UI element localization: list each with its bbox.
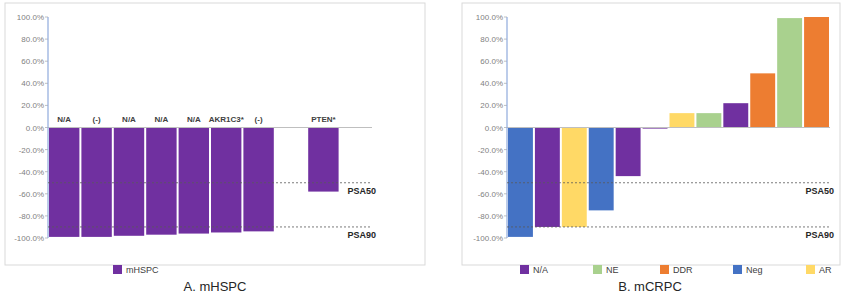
- category-label: N/A: [155, 115, 169, 124]
- y-tick-label: 20.0%: [21, 101, 44, 110]
- y-tick-label: 40.0%: [480, 79, 503, 88]
- bar: [777, 18, 802, 127]
- legend-label: Neg: [746, 265, 763, 275]
- y-tick-label: -20.0%: [478, 146, 503, 155]
- y-axis: [47, 17, 48, 238]
- bar: [723, 103, 748, 127]
- category-label: (-): [93, 115, 101, 124]
- reference-line: [507, 226, 830, 227]
- bar: [308, 128, 338, 192]
- legend-label: AR: [819, 265, 832, 275]
- category-label: N/A: [122, 115, 136, 124]
- reference-label: PSA90: [347, 230, 376, 240]
- bar: [535, 128, 560, 227]
- y-tick-label: -60.0%: [478, 190, 503, 199]
- panel-title: B. mCRPC: [618, 279, 682, 294]
- figure: -100.0% -80.0% -60.0% -40.0% -20.0% 0.0% 20.0%…: [0, 0, 846, 299]
- y-tick-label: -100.0%: [14, 234, 44, 243]
- bar: [616, 128, 641, 177]
- panel: -100.0% -80.0% -60.0% -40.0% -20.0% 0.0% 20.0%…: [5, 3, 425, 294]
- bar: [670, 113, 695, 127]
- category-label: N/A: [57, 115, 71, 124]
- reference-label: PSA90: [805, 230, 834, 240]
- y-tick-label: 20.0%: [480, 101, 503, 110]
- y-tick-label: 60.0%: [21, 57, 44, 66]
- legend-swatch: [113, 265, 122, 274]
- y-tick-label: 80.0%: [21, 35, 44, 44]
- reference-line: [48, 182, 372, 183]
- bar: [508, 128, 533, 237]
- bar: [696, 113, 721, 127]
- bar: [562, 128, 587, 227]
- legend-swatch: [660, 265, 669, 274]
- reference-label: PSA50: [347, 186, 376, 196]
- y-tick-label: -80.0%: [19, 212, 44, 221]
- y-tick-label: -60.0%: [19, 190, 44, 199]
- legend-swatch: [733, 265, 742, 274]
- y-tick-label: 80.0%: [480, 35, 503, 44]
- legend-label: mHSPC: [126, 265, 159, 275]
- category-label: PTEN*: [311, 115, 336, 124]
- category-label: N/A: [187, 115, 201, 124]
- bar: [589, 128, 614, 211]
- bars: [508, 17, 829, 237]
- panel-frame: [5, 3, 425, 265]
- y-tick-label: 0.0%: [26, 124, 44, 133]
- y-tick-label: -20.0%: [19, 146, 44, 155]
- bar: [804, 17, 829, 128]
- zero-line: [48, 127, 372, 128]
- panel-frame: [462, 3, 840, 265]
- legend-label: NE: [606, 265, 619, 275]
- bar: [179, 128, 209, 234]
- bar: [114, 128, 144, 236]
- legend-label: N/A: [533, 265, 548, 275]
- reference-line: [507, 182, 830, 183]
- y-tick-label: 100.0%: [476, 13, 503, 22]
- panel: -100.0% -80.0% -60.0% -40.0% -20.0% 0.0% 20.0%…: [462, 3, 840, 294]
- bar: [81, 128, 111, 237]
- y-tick-label: -80.0%: [478, 212, 503, 221]
- y-axis: [506, 17, 507, 238]
- bar: [49, 128, 79, 237]
- y-tick-label: 100.0%: [17, 13, 44, 22]
- legend-swatch: [520, 265, 529, 274]
- zero-line: [507, 127, 830, 128]
- y-tick-label: 40.0%: [21, 79, 44, 88]
- y-tick-label: 0.0%: [485, 124, 503, 133]
- legend-swatch: [593, 265, 602, 274]
- reference-label: PSA50: [805, 186, 834, 196]
- bars: [49, 128, 339, 237]
- bar: [243, 128, 273, 232]
- bar: [211, 128, 241, 233]
- legend-label: DDR: [673, 265, 693, 275]
- bar: [750, 73, 775, 127]
- y-tick-label: -100.0%: [473, 234, 503, 243]
- bar: [146, 128, 176, 235]
- category-label: (-): [255, 115, 263, 124]
- y-tick-label: 60.0%: [480, 57, 503, 66]
- panel-title: A. mHSPC: [184, 279, 247, 294]
- y-tick-label: -40.0%: [478, 168, 503, 177]
- reference-line: [48, 226, 372, 227]
- y-tick-label: -40.0%: [19, 168, 44, 177]
- legend-swatch: [806, 265, 815, 274]
- category-label: AKR1C3*: [209, 115, 245, 124]
